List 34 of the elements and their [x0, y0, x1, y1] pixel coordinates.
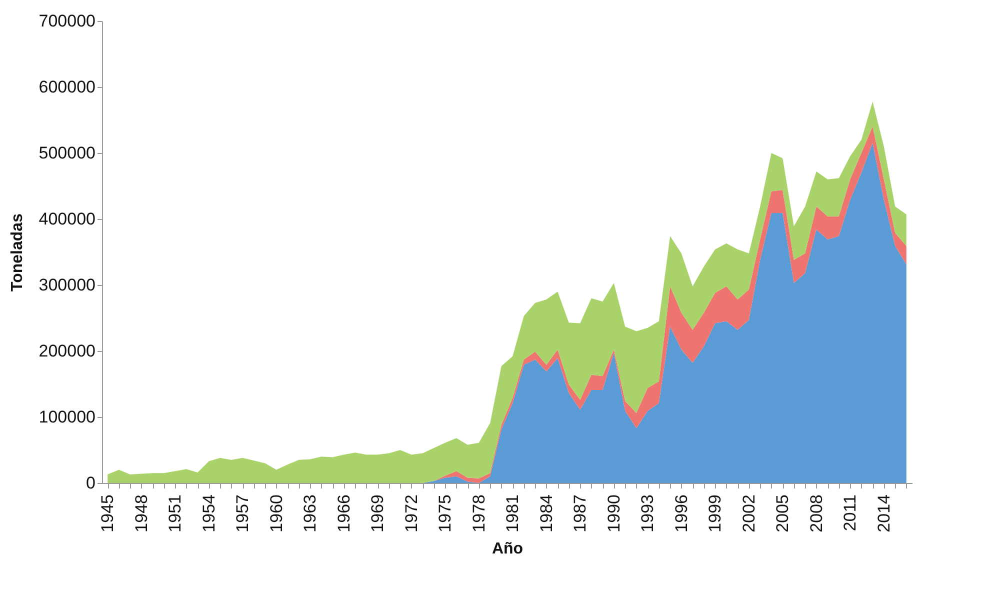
y-axis-title: Toneladas: [8, 213, 26, 292]
y-tick-label: 400000: [38, 210, 96, 228]
x-tick-label: 2005: [773, 494, 792, 532]
x-tick-label: 1972: [402, 494, 421, 532]
x-tick-label: 1948: [132, 494, 151, 532]
x-tick-label: 1945: [98, 494, 118, 532]
x-tick-label: 2011: [840, 494, 860, 532]
x-tick-label: 1969: [368, 494, 388, 532]
x-tick-label: 1987: [570, 494, 590, 532]
x-tick-label: 1963: [300, 494, 320, 532]
x-axis-title: Año: [492, 540, 524, 558]
x-tick-label: 1960: [266, 494, 286, 532]
x-tick-label: 1993: [638, 494, 658, 532]
x-tick-label: 1951: [166, 494, 185, 532]
x-tick-label: 2008: [806, 494, 826, 532]
y-tick-label: 100000: [38, 408, 96, 426]
x-tick-label: 1966: [334, 494, 354, 532]
y-tick-label: 600000: [38, 78, 96, 96]
x-tick-label: 1978: [469, 494, 488, 532]
x-tick-label: 1957: [233, 494, 252, 532]
x-tick-label: 1999: [706, 494, 725, 532]
x-tick-label: 1975: [436, 494, 455, 532]
y-tick-label: 0: [86, 474, 96, 492]
x-tick-label: 2002: [739, 494, 758, 532]
y-tick-label: 500000: [38, 144, 96, 162]
y-tick-label: 200000: [38, 342, 96, 360]
x-tick-label: 1984: [536, 494, 556, 532]
x-tick-label: 1981: [503, 494, 522, 532]
x-tick-label: 1990: [604, 494, 624, 532]
x-tick-label: 1954: [199, 494, 218, 532]
x-tick-label: 2014: [874, 494, 894, 532]
x-tick-label: 1996: [672, 494, 691, 532]
y-tick-label: 700000: [38, 12, 96, 30]
y-tick-label: 300000: [38, 276, 96, 294]
